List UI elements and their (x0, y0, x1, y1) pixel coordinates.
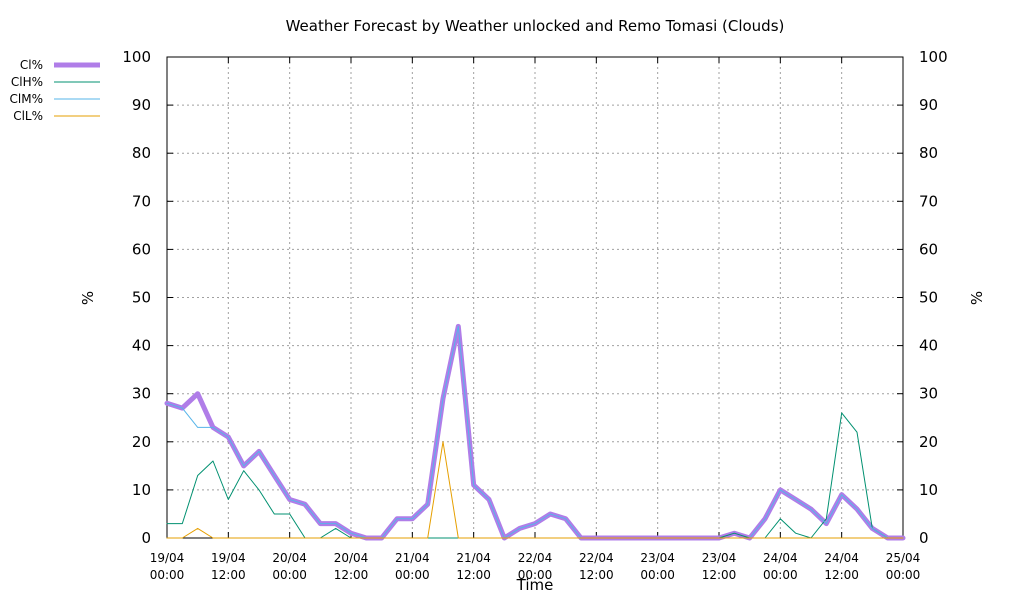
ytick-label-left: 50 (132, 289, 151, 307)
xtick-label-time: 00:00 (518, 568, 553, 582)
xtick-label-time: 12:00 (702, 568, 737, 582)
ytick-label-left: 10 (132, 481, 151, 499)
xtick-label-date: 21/04 (456, 551, 491, 565)
xtick-label-date: 24/04 (824, 551, 859, 565)
xtick-label-date: 23/04 (640, 551, 675, 565)
y-axis-left: 0 10 20 30 40 50 60 70 80 90 100 (122, 48, 151, 547)
series-line-cll (166, 441, 904, 539)
xtick-label-date: 20/04 (334, 551, 369, 565)
xtick-label-time: 12:00 (334, 568, 369, 582)
xtick-label-time: 12:00 (579, 568, 614, 582)
xtick-label-date: 19/04 (150, 551, 185, 565)
xtick-label-date: 20/04 (272, 551, 307, 565)
xtick-label-date: 24/04 (763, 551, 798, 565)
ytick-label-right: 50 (919, 289, 938, 307)
xtick-label-time: 00:00 (272, 568, 307, 582)
ytick-label-right: 10 (919, 481, 938, 499)
xtick-label-date: 23/04 (702, 551, 737, 565)
ytick-label-left: 100 (122, 48, 151, 66)
xtick-label-time: 12:00 (456, 568, 491, 582)
y-axis-label-right: % (968, 291, 986, 305)
ytick-label-right: 60 (919, 240, 938, 258)
ytick-label-left: 60 (132, 240, 151, 258)
ytick-label-right: 70 (919, 192, 938, 210)
chart-title: Weather Forecast by Weather unlocked and… (286, 17, 785, 35)
legend-label: ClL% (13, 109, 43, 123)
series-line-clh (166, 412, 904, 539)
xtick-label-date: 22/04 (579, 551, 614, 565)
series-line-clm (166, 325, 904, 539)
xtick-label-time: 12:00 (824, 568, 859, 582)
x-axis: 19/04 00:00 19/04 12:00 20/04 00:00 20/04 12:00… (150, 551, 921, 582)
ytick-label-left: 70 (132, 192, 151, 210)
ytick-label-right: 90 (919, 96, 938, 114)
y-axis-label-left: % (79, 291, 97, 305)
xtick-label-time: 12:00 (211, 568, 246, 582)
xtick-label-time: 00:00 (150, 568, 185, 582)
ytick-label-right: 100 (919, 48, 948, 66)
legend-label: ClH% (11, 75, 43, 89)
xtick-label-date: 22/04 (518, 551, 553, 565)
y-axis-right: 0 10 20 30 40 50 60 70 80 90 100 (919, 48, 948, 547)
ytick-label-left: 0 (141, 529, 151, 547)
legend: Cl% ClH% ClM% ClL% (10, 58, 100, 123)
xtick-label-date: 25/04 (886, 551, 921, 565)
xtick-label-date: 21/04 (395, 551, 430, 565)
grid (167, 57, 903, 538)
series-lines (164, 323, 906, 541)
xtick-label-date: 19/04 (211, 551, 246, 565)
ytick-label-left: 90 (132, 96, 151, 114)
ytick-label-right: 40 (919, 337, 938, 355)
ytick-label-left: 80 (132, 144, 151, 162)
xtick-label-time: 00:00 (763, 568, 798, 582)
ytick-label-right: 20 (919, 433, 938, 451)
ytick-label-right: 30 (919, 385, 938, 403)
ytick-label-left: 30 (132, 385, 151, 403)
xtick-label-time: 00:00 (395, 568, 430, 582)
ytick-label-left: 40 (132, 337, 151, 355)
xtick-label-time: 00:00 (640, 568, 675, 582)
ytick-label-right: 0 (919, 529, 929, 547)
ytick-label-left: 20 (132, 433, 151, 451)
ytick-label-right: 80 (919, 144, 938, 162)
legend-label: ClM% (10, 92, 43, 106)
x-axis-label: Time (516, 576, 554, 594)
xtick-label-time: 00:00 (886, 568, 921, 582)
legend-label: Cl% (20, 58, 43, 72)
